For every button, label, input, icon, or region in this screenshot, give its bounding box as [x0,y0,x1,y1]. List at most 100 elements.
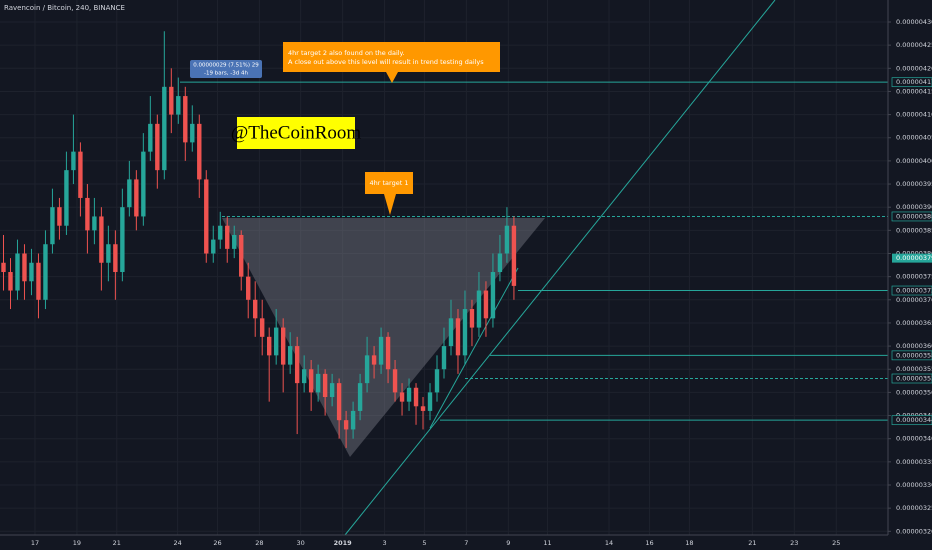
candle-body [476,290,482,328]
candle-body [99,216,104,263]
candle-body [315,373,321,393]
callout [283,42,500,83]
candle-body [162,86,167,171]
candle-body [399,392,405,402]
candle-body [392,369,398,393]
y-tick-label: 0.00000375 [896,273,932,281]
x-tick-label: 11 [543,539,551,547]
x-tick-label: 17 [31,539,39,547]
candle-body [190,123,195,143]
candle-body [120,207,125,273]
candles [1,31,517,448]
candle-body [92,216,97,231]
candle-body [36,262,41,300]
axes: 0.00000320 0.00000325 0.00000330 0.00000335… [31,18,932,547]
x-tick-label: 24 [173,539,181,547]
grid [0,0,888,535]
candle-body [490,272,496,319]
candle-body [406,387,412,402]
y-tick-label: 0.00000330 [896,481,932,489]
candle-body [197,123,202,180]
candle-body [246,276,251,300]
candle-body [29,262,34,282]
level-label: 0.00000353 [896,375,932,383]
candle-body [169,86,174,115]
price-axis [888,0,932,550]
candle-body [204,179,209,254]
x-tick-label: 9 [506,539,510,547]
y-tick-label: 0.00000365 [896,319,932,327]
level-label: 0.00000417 [896,78,932,86]
candle-body [301,369,307,384]
y-tick-label: 0.00000320 [896,527,932,535]
last-price-box [892,253,932,263]
candle-body [141,151,146,217]
x-tick-label: 28 [255,539,263,547]
candle-body [350,410,356,430]
candle-body [127,179,132,208]
x-tick-label: 7 [464,539,468,547]
annotation: A close out above this level will result… [288,58,484,66]
candle-body [287,346,293,365]
level-label-box [891,285,932,296]
candle-body [483,290,489,319]
level-label-box [891,415,932,426]
x-tick-label: 16 [645,539,653,547]
level-label-box [891,350,932,361]
candle-body [455,318,461,356]
candle-body [371,355,377,365]
annotation: 4hr target 2 also found on the daily. [288,49,405,57]
x-tick-label: 3 [382,539,386,547]
y-tick-label: 0.00000425 [896,41,932,49]
y-tick-label: 0.00000355 [896,365,932,373]
candle-body [211,239,216,254]
x-tick-label: 2019 [334,539,353,547]
candle-body [504,225,510,254]
candle-body [343,420,349,430]
measure-box [190,60,262,78]
y-tick-label: 0.00000410 [896,111,932,119]
candle-body [434,369,440,393]
candle-body [364,355,370,384]
watermark: @TheCoinRoom [231,122,362,143]
level-label: 0.00000372 [896,287,932,295]
x-tick-label: 21 [113,539,121,547]
candle-body [148,123,153,152]
y-tick-label: 0.00000420 [896,64,932,72]
candle-body [155,123,160,171]
candle-body [441,346,447,370]
candle-body [183,96,188,143]
trend-line [344,0,776,536]
level-label: 0.00000358 [896,351,932,359]
candle-body [413,387,419,407]
candle-body [64,170,69,226]
candle-body [469,309,475,328]
candle-body [8,272,13,291]
y-tick-label: 0.00000380 [896,249,932,257]
candle-body [57,207,62,226]
candle-body [15,253,20,291]
level-label-box [891,211,932,222]
y-tick-label: 0.00000340 [896,435,932,443]
candle-body [253,299,258,319]
candle-body [462,309,468,356]
y-tick-label: 0.00000360 [896,342,932,350]
candle-body [385,336,391,370]
x-tick-label: 19 [73,539,81,547]
candle-body [280,327,286,365]
watermark-box [237,117,355,149]
x-tick-label: 23 [790,539,798,547]
callout [365,172,413,215]
level-label: 0.00000388 [896,212,932,220]
candle-body [78,151,83,198]
candle-body [266,336,272,356]
x-tick-label: 21 [748,539,756,547]
y-tick-label: 0.00000385 [896,226,932,234]
y-tick-label: 0.00000395 [896,180,932,188]
x-tick-label: 30 [297,539,305,547]
candle-body [225,225,230,249]
candle-body [50,207,55,245]
y-tick-label: 0.00000325 [896,504,932,512]
triangle-pattern [222,218,545,457]
